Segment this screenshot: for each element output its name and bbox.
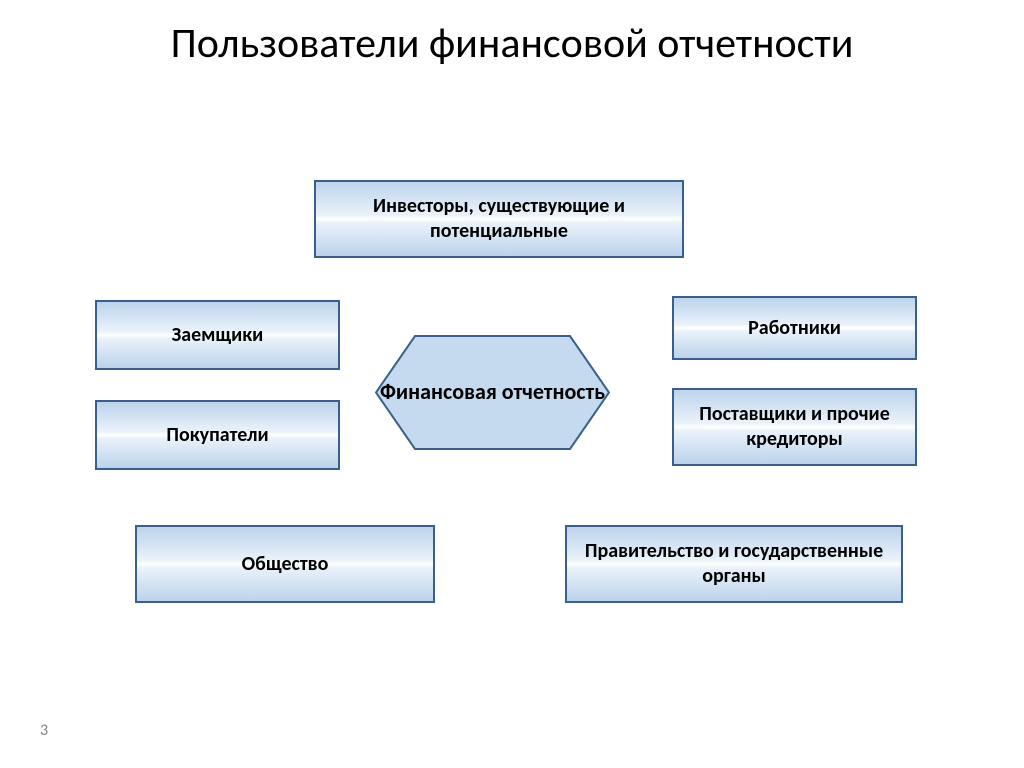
center-hexagon: Финансовая отчетность	[375, 335, 610, 450]
center-hexagon-label: Финансовая отчетность	[375, 335, 610, 450]
box-investors: Инвесторы, существующие и потенциальные	[314, 180, 684, 258]
page-title: Пользователи финансовой отчетности	[0, 0, 1024, 68]
box-employees: Работники	[672, 296, 917, 360]
box-government: Правительство и государственные органы	[565, 525, 903, 603]
box-suppliers: Поставщики и прочие кредиторы	[672, 388, 917, 466]
page-number: 3	[40, 721, 48, 740]
box-borrowers: Заемщики	[95, 300, 340, 370]
box-buyers: Покупатели	[95, 400, 340, 470]
box-society: Общество	[135, 525, 435, 603]
